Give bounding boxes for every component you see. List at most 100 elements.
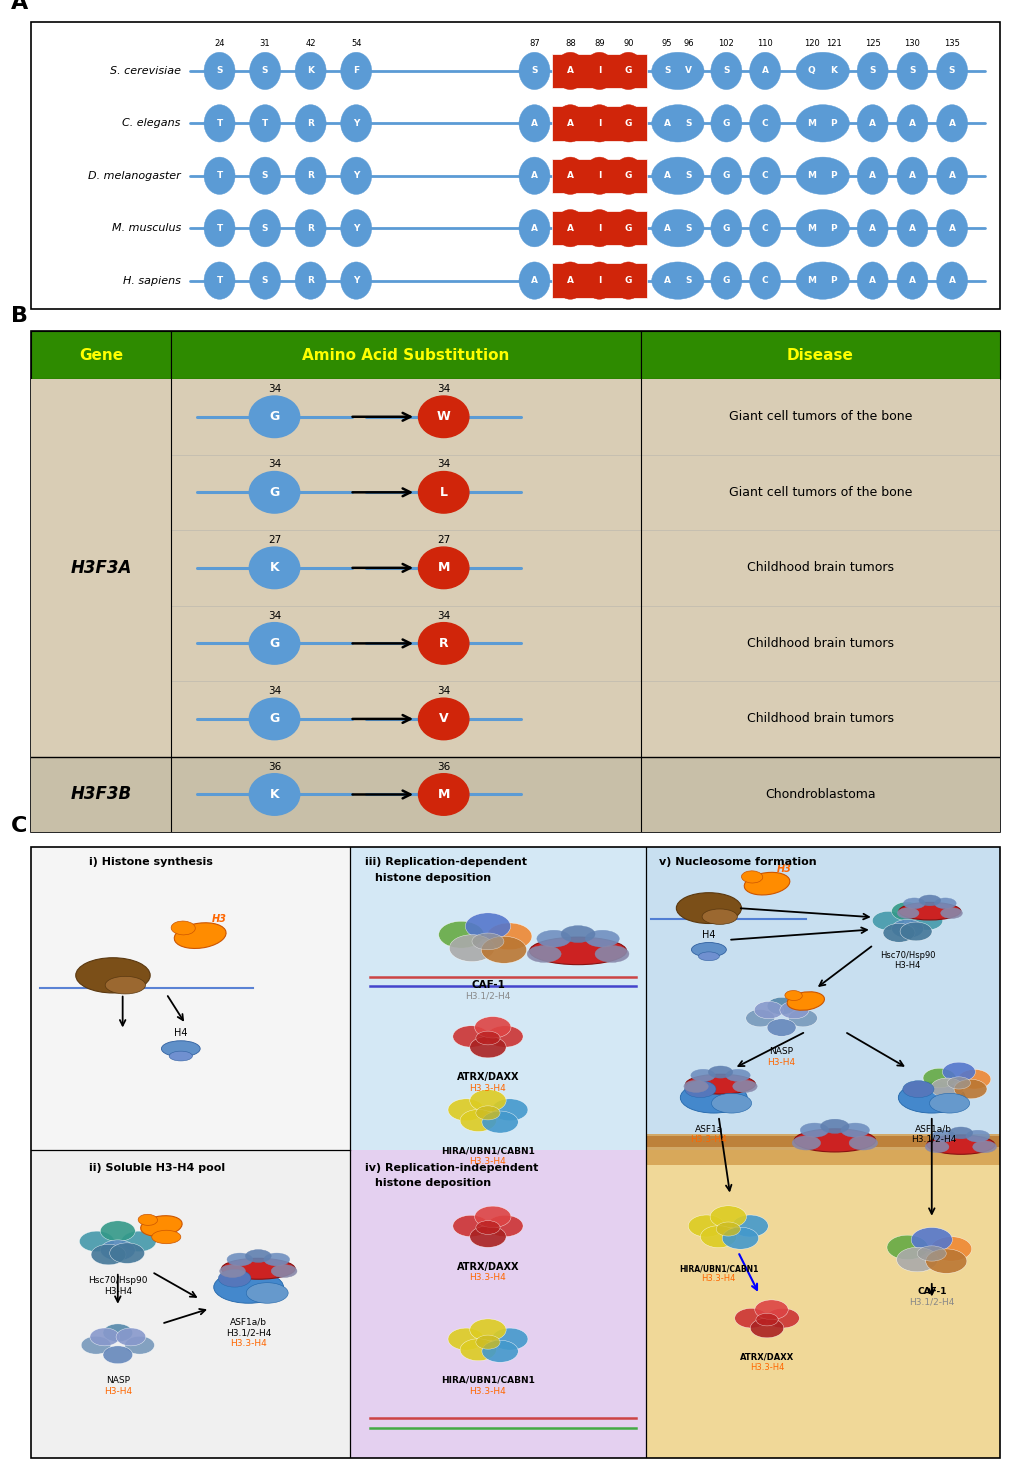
Text: CAF-1: CAF-1: [916, 1287, 946, 1296]
Text: S: S: [685, 119, 691, 128]
Ellipse shape: [840, 1122, 868, 1137]
Text: A: A: [663, 224, 671, 233]
Bar: [551, 211, 646, 246]
Text: ATRX/DAXX: ATRX/DAXX: [457, 1262, 519, 1271]
Ellipse shape: [476, 1221, 499, 1234]
Text: histone deposition: histone deposition: [374, 1178, 490, 1189]
Ellipse shape: [447, 1099, 484, 1121]
Ellipse shape: [766, 1019, 795, 1037]
Ellipse shape: [765, 1308, 799, 1329]
Text: HIRA/UBN1/CABN1: HIRA/UBN1/CABN1: [440, 1376, 534, 1385]
Text: B: B: [11, 306, 29, 327]
Ellipse shape: [711, 1093, 751, 1114]
Ellipse shape: [340, 105, 371, 141]
Ellipse shape: [922, 1068, 955, 1089]
Ellipse shape: [691, 943, 726, 957]
Ellipse shape: [684, 1081, 715, 1097]
Ellipse shape: [651, 262, 703, 299]
Ellipse shape: [710, 52, 741, 90]
Ellipse shape: [221, 1258, 294, 1279]
Bar: [551, 53, 646, 88]
Ellipse shape: [651, 209, 703, 247]
Ellipse shape: [161, 1041, 200, 1056]
Text: A: A: [531, 224, 537, 233]
Ellipse shape: [227, 1254, 253, 1265]
Ellipse shape: [796, 105, 849, 141]
Text: G: G: [721, 119, 730, 128]
Ellipse shape: [249, 773, 300, 815]
Text: M: M: [806, 119, 815, 128]
Ellipse shape: [972, 1142, 996, 1153]
Ellipse shape: [612, 209, 643, 247]
Ellipse shape: [902, 1081, 933, 1097]
Text: H3-H4: H3-H4: [104, 1287, 131, 1296]
Ellipse shape: [701, 909, 737, 925]
Text: C: C: [761, 275, 767, 286]
Ellipse shape: [246, 1249, 271, 1262]
Ellipse shape: [294, 105, 326, 141]
Ellipse shape: [898, 1083, 964, 1114]
Text: H4: H4: [174, 1028, 187, 1038]
Text: A: A: [531, 171, 537, 180]
Text: HIRA/UBN1/CABN1: HIRA/UBN1/CABN1: [440, 1146, 534, 1155]
Ellipse shape: [721, 1227, 758, 1249]
Text: W: W: [436, 411, 450, 423]
Ellipse shape: [749, 52, 780, 90]
Text: Q: Q: [807, 66, 814, 75]
Ellipse shape: [965, 1130, 988, 1142]
Text: 130: 130: [904, 38, 919, 47]
Text: G: G: [721, 224, 730, 233]
Ellipse shape: [794, 1128, 874, 1152]
Text: G: G: [721, 275, 730, 286]
Text: S: S: [685, 171, 691, 180]
Text: H3F3A: H3F3A: [70, 558, 131, 577]
Text: T: T: [216, 119, 222, 128]
Ellipse shape: [745, 1009, 774, 1027]
Text: 121: 121: [825, 38, 841, 47]
Ellipse shape: [928, 1093, 969, 1114]
Ellipse shape: [116, 1329, 146, 1346]
Text: A: A: [948, 224, 955, 233]
Ellipse shape: [100, 1221, 136, 1242]
Ellipse shape: [438, 921, 483, 949]
Text: 110: 110: [756, 38, 772, 47]
Ellipse shape: [204, 105, 234, 141]
Text: Childhood brain tumors: Childhood brain tumors: [746, 561, 893, 574]
Bar: [171, 331, 641, 379]
Text: P: P: [829, 171, 837, 180]
Text: V: V: [438, 713, 448, 725]
Ellipse shape: [940, 907, 962, 919]
Ellipse shape: [294, 158, 326, 194]
Text: A: A: [948, 119, 955, 128]
Text: C: C: [11, 816, 28, 837]
Text: S: S: [663, 66, 669, 75]
Ellipse shape: [249, 471, 300, 513]
Text: ASF1a: ASF1a: [694, 1125, 722, 1134]
Text: i) Histone synthesis: i) Histone synthesis: [89, 857, 212, 868]
Text: A: A: [948, 275, 955, 286]
Ellipse shape: [796, 262, 849, 299]
Ellipse shape: [141, 1215, 182, 1236]
Text: H3.3-H4: H3.3-H4: [469, 1156, 505, 1165]
Text: S: S: [685, 224, 691, 233]
Text: 89: 89: [593, 38, 604, 47]
Text: M: M: [437, 788, 449, 801]
Bar: [551, 106, 646, 140]
Text: 88: 88: [565, 38, 575, 47]
Ellipse shape: [856, 209, 888, 247]
Ellipse shape: [871, 912, 904, 929]
Text: H4: H4: [701, 931, 715, 940]
Text: H3.1/2-H4: H3.1/2-H4: [910, 1134, 956, 1143]
Ellipse shape: [896, 1248, 936, 1271]
Ellipse shape: [340, 158, 371, 194]
Text: H3.3-H4: H3.3-H4: [230, 1339, 267, 1348]
Ellipse shape: [219, 1265, 246, 1277]
Ellipse shape: [942, 1062, 974, 1081]
Text: A: A: [908, 275, 915, 286]
Ellipse shape: [612, 52, 643, 90]
Bar: [645, 1136, 999, 1146]
Ellipse shape: [820, 1119, 848, 1133]
Text: R: R: [307, 224, 314, 233]
Ellipse shape: [930, 1078, 963, 1097]
Ellipse shape: [935, 209, 967, 247]
